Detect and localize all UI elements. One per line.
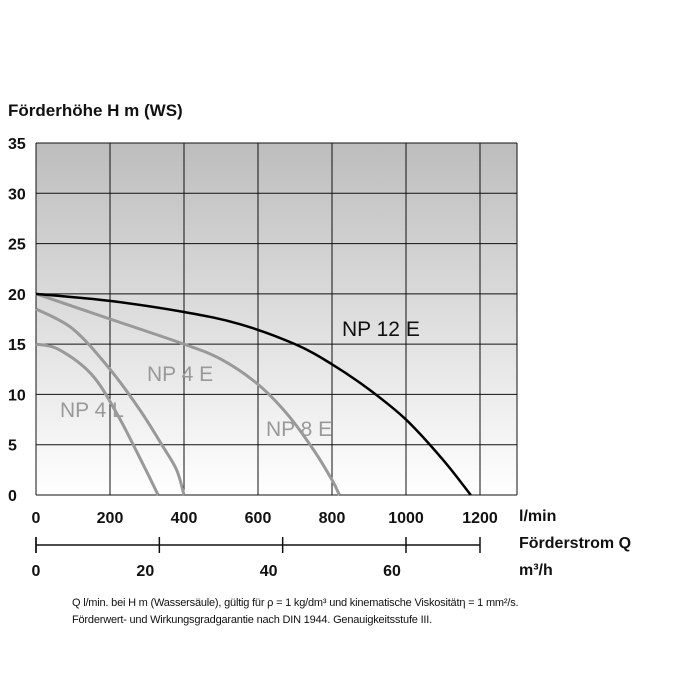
- series-line-np-4-l: [35, 342, 160, 496]
- x-unit-secondary: m³/h: [519, 562, 553, 579]
- y-axis-title: Förderhöhe H m (WS): [8, 101, 183, 120]
- y-tick-label: 0: [8, 488, 17, 505]
- y-tick-labels: 0 5 10 15 20 25 30 35: [8, 136, 26, 505]
- x-tick-labels: 0 200 400 600 800 1000 1200: [32, 510, 498, 527]
- y-tick-label: 35: [8, 136, 26, 153]
- series-labels: NP 12 E NP 8 E NP 4 E NP 4 L: [60, 318, 420, 441]
- series-label-np-8-e: NP 8 E: [266, 418, 332, 441]
- x-tick-label: 400: [171, 510, 198, 527]
- secondary-tick-label: 20: [136, 563, 154, 580]
- series-line-np-12-e: [35, 292, 472, 496]
- secondary-tick-label: 60: [383, 563, 401, 580]
- x-unit-primary: l/min: [519, 508, 556, 525]
- x-tick-label: 800: [319, 510, 346, 527]
- secondary-tick-label: 40: [260, 563, 278, 580]
- series-label-np-4-e: NP 4 E: [147, 363, 213, 386]
- x-tick-label: 0: [32, 510, 41, 527]
- footnote-1: Q l/min. bei H m (Wassersäule), gültig f…: [72, 597, 519, 609]
- curves: [35, 292, 472, 496]
- plot-background: [36, 143, 517, 495]
- series-label-np-4-l: NP 4 L: [60, 399, 124, 422]
- x-tick-label: 600: [245, 510, 272, 527]
- y-tick-label: 25: [8, 237, 26, 254]
- y-tick-label: 30: [8, 186, 26, 203]
- series-label-np-12-e: NP 12 E: [342, 318, 420, 341]
- y-tick-label: 10: [8, 387, 26, 404]
- series-line-np-4-e: [35, 307, 186, 496]
- x-tick-label: 1000: [388, 510, 424, 527]
- x-axis-title: Förderstrom Q: [519, 535, 631, 552]
- series-line-np-8-e: [35, 292, 341, 496]
- grid: [35, 142, 518, 496]
- secondary-tick-label: 0: [32, 563, 41, 580]
- y-tick-label: 20: [8, 287, 26, 304]
- y-tick-label: 5: [8, 438, 17, 455]
- secondary-x-axis: 0 20 40 60: [32, 537, 481, 580]
- y-tick-label: 15: [8, 337, 26, 354]
- x-tick-label: 1200: [462, 510, 498, 527]
- footnote-2: Förderwert- und Wirkungsgradgarantie nac…: [72, 614, 433, 626]
- x-tick-label: 200: [97, 510, 124, 527]
